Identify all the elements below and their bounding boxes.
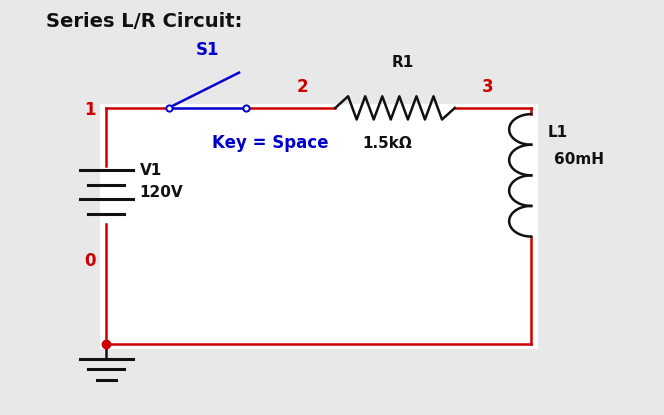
- Bar: [100, 104, 538, 349]
- Text: Key = Space: Key = Space: [212, 134, 329, 152]
- Text: V1: V1: [139, 163, 162, 178]
- Text: 60mH: 60mH: [554, 152, 604, 167]
- Text: 1.5kΩ: 1.5kΩ: [362, 136, 412, 151]
- Text: 2: 2: [296, 78, 308, 96]
- Text: L1: L1: [548, 125, 568, 140]
- Text: 0: 0: [84, 252, 96, 271]
- Text: R1: R1: [392, 55, 414, 70]
- Text: 1: 1: [84, 101, 96, 119]
- Text: 120V: 120V: [139, 186, 183, 200]
- Text: 3: 3: [482, 78, 494, 96]
- Text: Series L/R Circuit:: Series L/R Circuit:: [46, 12, 243, 32]
- Text: S1: S1: [196, 41, 219, 59]
